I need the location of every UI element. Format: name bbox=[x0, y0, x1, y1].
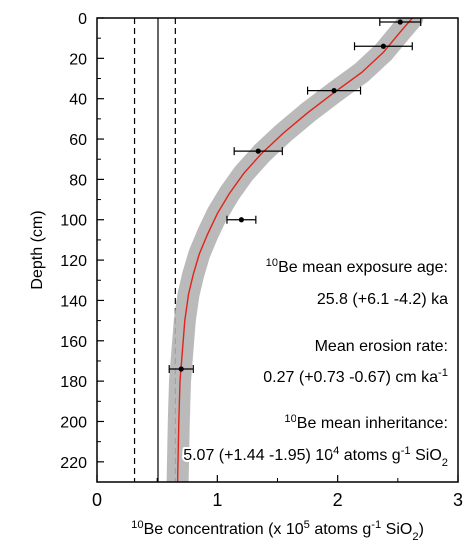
mean-model-line bbox=[176, 18, 413, 482]
x-tick-label: 0 bbox=[92, 490, 102, 510]
y-tick-label: 20 bbox=[69, 51, 87, 68]
data-marker bbox=[331, 88, 337, 94]
data-marker bbox=[255, 148, 261, 154]
annotation-line: 0.27 (+0.73 -0.67) cm ka-1 bbox=[263, 367, 448, 386]
data-point bbox=[233, 147, 283, 156]
y-tick-label: 120 bbox=[60, 253, 87, 270]
x-axis-title: 10Be concentration (x 105 atoms g-1 SiO2… bbox=[131, 519, 424, 543]
y-axis-title: Depth (cm) bbox=[29, 210, 46, 289]
y-tick-label: 180 bbox=[60, 374, 87, 391]
y-tick-label: 200 bbox=[60, 414, 87, 431]
data-marker bbox=[178, 366, 184, 372]
y-tick-label: 0 bbox=[78, 11, 87, 28]
data-marker bbox=[397, 19, 403, 25]
annotation-line: 10Be mean exposure age: bbox=[266, 257, 448, 276]
data-point bbox=[168, 365, 194, 374]
annotation-line: 10Be mean inheritance: bbox=[284, 413, 448, 432]
annotation-line: 5.07 (+1.44 -1.95) 104 atoms g-1 SiO2 bbox=[183, 445, 448, 469]
y-tick-label: 60 bbox=[69, 132, 87, 149]
data-marker bbox=[238, 217, 244, 223]
annotation-line: Mean erosion rate: bbox=[315, 338, 448, 355]
y-tick-label: 220 bbox=[60, 455, 87, 472]
data-point bbox=[226, 215, 257, 224]
y-tick-label: 40 bbox=[69, 92, 87, 109]
data-point bbox=[379, 18, 422, 27]
y-tick-label: 100 bbox=[60, 213, 87, 230]
data-point bbox=[353, 42, 413, 51]
x-tick-label: 2 bbox=[333, 490, 343, 510]
y-tick-label: 160 bbox=[60, 334, 87, 351]
y-tick-label: 80 bbox=[69, 172, 87, 189]
plot-frame bbox=[96, 17, 459, 483]
x-tick-label: 1 bbox=[212, 490, 222, 510]
data-point bbox=[306, 86, 362, 95]
x-tick-label: 3 bbox=[453, 490, 463, 510]
y-tick-label: 140 bbox=[60, 293, 87, 310]
data-marker bbox=[380, 43, 386, 49]
annotation-line: 25.8 (+6.1 -4.2) ka bbox=[317, 291, 448, 308]
